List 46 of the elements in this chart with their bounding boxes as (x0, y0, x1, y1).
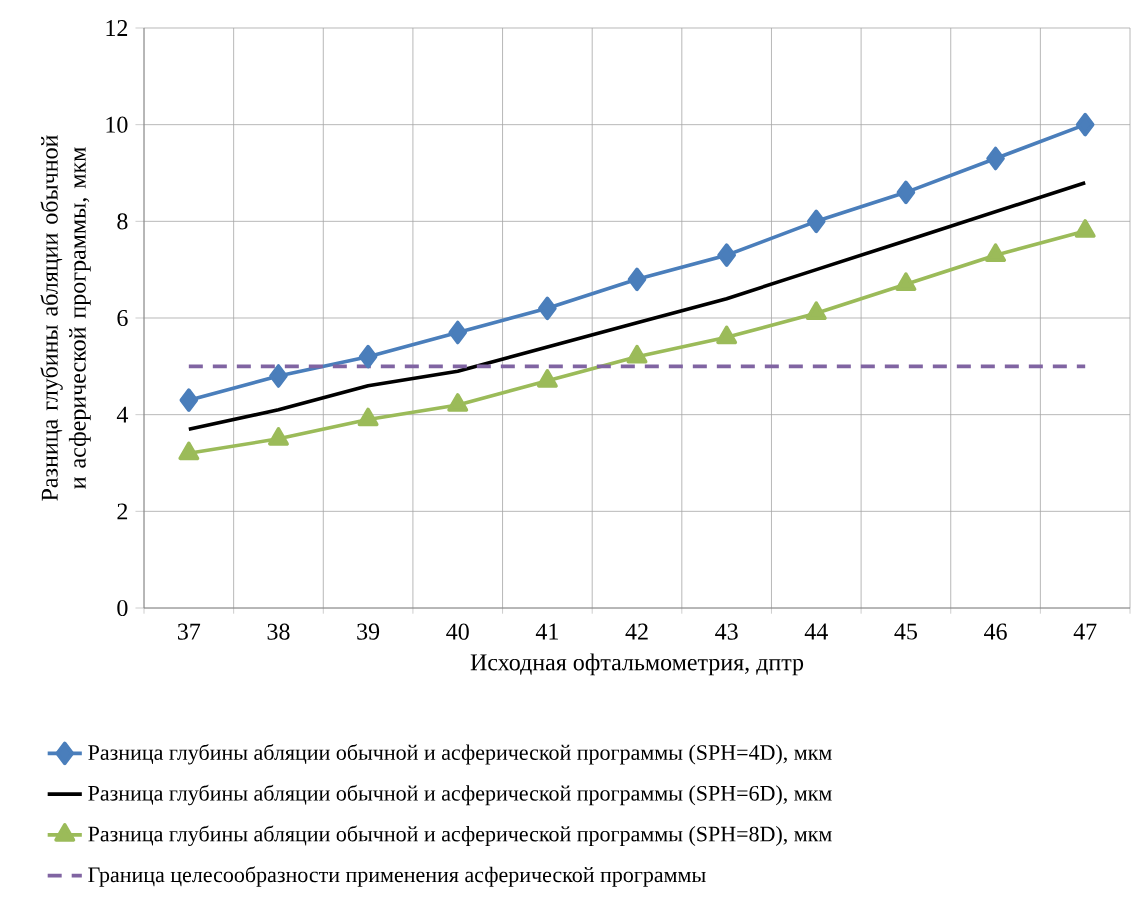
x-tick-label: 46 (984, 623, 1007, 640)
legend-label: Граница целесообразности применения асферической программы (88, 866, 706, 887)
point (269, 364, 288, 388)
y-tick-label: 12 (106, 20, 128, 36)
point (358, 344, 378, 369)
x-tick-label: 39 (357, 623, 380, 640)
point (448, 320, 468, 345)
y-tick-label: 4 (116, 406, 129, 423)
y-tick-label: 6 (117, 309, 128, 327)
point (357, 407, 379, 427)
y-tick-label: 8 (117, 213, 128, 230)
point (896, 180, 916, 205)
x-tick-label: 43 (715, 623, 738, 640)
y-tick-label: 10 (106, 116, 128, 133)
point (717, 243, 736, 267)
point (179, 388, 199, 412)
point (805, 301, 827, 320)
point (178, 441, 200, 461)
y-tick-label: 0 (117, 599, 128, 617)
x-tick-label: 38 (267, 623, 290, 640)
x-tick-label: 42 (625, 623, 648, 640)
point (538, 296, 557, 321)
point (447, 393, 469, 412)
x-tick-label: 44 (804, 623, 828, 640)
legend-label: Разница глубины абляции обычной и асферической программы (SPH=4D), мкм (88, 744, 832, 765)
x-tick-label: 41 (535, 623, 558, 640)
x-tick-label: 40 (446, 623, 469, 640)
x-tick-label: 47 (1073, 623, 1097, 640)
legend-label: Разница глубины абляции обычной и асферической программы (SPH=8D), мкм (88, 825, 832, 846)
point (895, 272, 917, 291)
x-tick-label: 37 (177, 623, 201, 640)
point (1075, 112, 1095, 137)
point (627, 267, 647, 292)
point (985, 243, 1007, 262)
point (1074, 219, 1096, 238)
point (716, 325, 738, 345)
x-tick-label: 45 (894, 623, 917, 640)
point (536, 369, 558, 388)
y-tick-label: 2 (117, 503, 128, 520)
point (806, 209, 826, 234)
legend-label: Разница глубины абляции обычной и асферической программы (SPH=6D), мкм (88, 784, 832, 806)
point (986, 146, 1005, 171)
point (626, 344, 648, 364)
point (268, 427, 289, 446)
y-axis-title: Разница глубины абляции обычной и асферической программы, мкм (40, 135, 91, 501)
x-axis-title: Исходная офтальмометрия, дптр (470, 653, 804, 676)
